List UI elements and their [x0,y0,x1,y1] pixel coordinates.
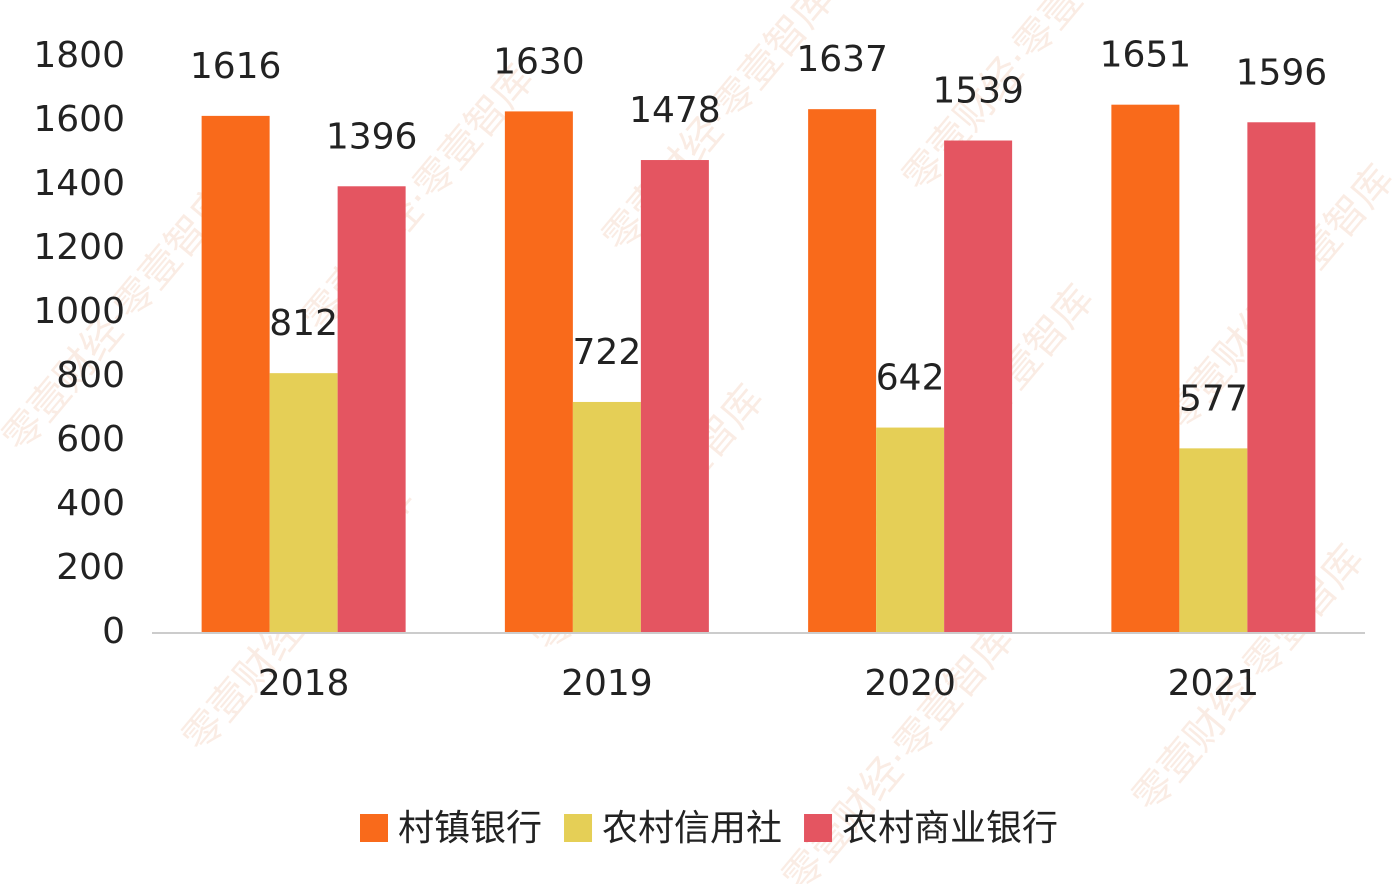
data-label: 1616 [190,46,282,87]
bar [1111,104,1180,634]
y-tick-label: 400 [56,483,125,524]
bar [337,186,406,633]
y-tick-label: 1000 [33,291,125,332]
legend-label: 农村商业银行 [842,808,1058,849]
y-tick-label: 1400 [33,163,125,204]
data-label: 1478 [629,90,721,131]
y-tick-label: 1200 [33,227,125,268]
legend-label: 农村信用社 [602,808,782,849]
data-label: 577 [1179,378,1248,419]
y-tick-label: 600 [56,419,125,460]
legend-swatch [804,814,833,842]
data-label: 1539 [932,71,1024,112]
y-tick-label: 200 [56,547,125,588]
x-tick-label: 2018 [258,663,350,704]
y-tick-label: 1600 [33,99,125,140]
y-tick-label: 800 [56,355,125,396]
bar [572,401,641,633]
x-tick-label: 2020 [864,663,956,704]
data-label: 1637 [796,39,888,80]
data-label: 722 [573,332,642,373]
legend-swatch [564,814,593,842]
bar [1247,122,1316,633]
bar [944,140,1013,633]
bar [1179,448,1248,633]
bar [808,109,877,633]
data-label: 1396 [326,116,418,157]
bar [640,160,709,634]
y-tick-label: 1800 [33,35,125,76]
x-tick-label: 2019 [561,663,653,704]
bar [876,427,945,633]
y-tick-label: 0 [102,611,125,652]
legend: 村镇银行 农村信用社 农村商业银行 [360,808,1058,849]
data-label: 1596 [1236,52,1328,93]
bar [269,373,338,633]
bar [201,115,270,633]
bar [504,111,573,633]
data-label: 1630 [493,41,585,82]
data-label: 1651 [1100,35,1192,76]
legend-swatch [360,814,388,842]
data-label: 812 [269,303,338,344]
data-label: 642 [876,358,945,399]
x-tick-label: 2021 [1168,663,1260,704]
legend-label: 村镇银行 [398,808,542,849]
